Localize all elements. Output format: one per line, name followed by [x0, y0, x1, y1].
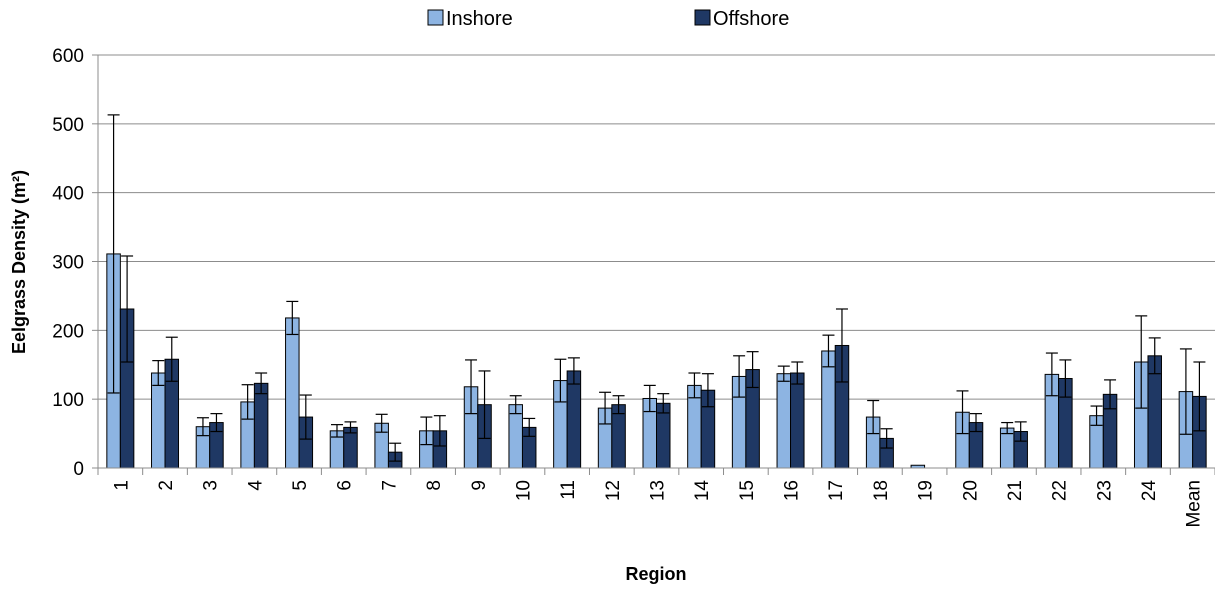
bar-offshore [790, 372, 805, 469]
axes [92, 54, 1215, 475]
bar-inshore [285, 317, 300, 469]
bar-group-6 [329, 421, 358, 469]
bar-group-13 [642, 384, 671, 469]
y-tick-label-0: 0 [73, 459, 84, 480]
x-tick-label-7: 7 [379, 480, 400, 491]
legend-label-inshore: Inshore [446, 8, 513, 30]
y-tick-label-300: 300 [52, 253, 84, 274]
x-tick-label-12: 12 [603, 480, 624, 501]
x-tick-label-15: 15 [737, 480, 758, 501]
bar-group-17 [821, 308, 850, 469]
bar-group-9 [463, 359, 492, 469]
bar-inshore [821, 350, 836, 469]
bar-group-16 [776, 361, 805, 469]
y-tick-label-500: 500 [52, 115, 84, 136]
bar-group-14 [687, 372, 716, 469]
bar-inshore [776, 373, 792, 469]
legend-label-offshore: Offshore [713, 8, 789, 30]
x-tick-label-4: 4 [245, 480, 266, 491]
bar-group-11 [553, 357, 582, 469]
bar-group-Mean [1178, 348, 1207, 469]
y-tick-labels: 0 100 200 300 400 500 600 [52, 46, 84, 480]
x-tick-labels: 1 2 3 4 5 6 7 8 9 10 11 12 13 14 15 16 17 18 19 20 21 22 23 24 M… [111, 480, 1204, 528]
bar-group-22 [1044, 352, 1073, 469]
bar-group-15 [731, 351, 760, 469]
y-axis-title: Eelgrass Density (m²) [9, 170, 29, 354]
bar-group-3 [195, 413, 224, 469]
bar-groups [106, 114, 1207, 469]
x-tick-label-24: 24 [1139, 480, 1160, 502]
x-tick-label-5: 5 [290, 480, 311, 491]
y-tick-label-400: 400 [52, 184, 84, 205]
bar-group-12 [597, 391, 626, 469]
x-axis-title: Region [626, 564, 687, 584]
x-tick-label-8: 8 [424, 480, 445, 491]
x-tick-label-9: 9 [469, 480, 490, 491]
bar-group-7 [374, 413, 403, 469]
bar-group-1 [106, 114, 135, 469]
x-tick-label-22: 22 [1050, 480, 1071, 501]
bar-group-5 [285, 300, 314, 469]
gridlines [98, 54, 1215, 400]
x-tick-label-11: 11 [558, 480, 579, 500]
legend-swatch-offshore [694, 9, 711, 26]
x-tick-label-2: 2 [156, 480, 177, 491]
x-tick-label-21: 21 [1005, 480, 1026, 501]
x-tick-label-18: 18 [871, 480, 892, 501]
bar-offshore [566, 370, 582, 469]
x-tick-label-23: 23 [1094, 480, 1115, 501]
x-tick-label-Mean: Mean [1184, 480, 1205, 528]
x-tick-label-20: 20 [960, 480, 981, 501]
y-tick-label-200: 200 [52, 321, 84, 342]
y-tick-label-600: 600 [52, 46, 84, 67]
x-tick-label-6: 6 [335, 480, 356, 491]
bar-group-10 [508, 395, 537, 469]
x-tick-label-19: 19 [916, 480, 937, 501]
legend-swatch-inshore [427, 9, 444, 26]
x-tick-label-14: 14 [692, 480, 713, 502]
x-tick-label-3: 3 [201, 480, 222, 491]
bar-group-2 [151, 336, 180, 469]
x-tick-label-17: 17 [826, 480, 847, 501]
x-tick-label-10: 10 [513, 480, 534, 501]
x-tick-label-16: 16 [782, 480, 803, 501]
bar-group-20 [955, 390, 984, 469]
x-tick-label-1: 1 [111, 480, 132, 491]
bar-offshore [253, 382, 269, 469]
bar-group-24 [1133, 315, 1162, 469]
x-tick-label-13: 13 [648, 480, 669, 501]
bar-group-4 [240, 372, 269, 469]
bar-group-8 [419, 415, 448, 469]
bar-inshore [151, 372, 166, 469]
bar-group-18 [865, 399, 894, 469]
bar-group-23 [1089, 379, 1118, 469]
legend: Inshore Offshore [427, 8, 789, 30]
y-tick-label-100: 100 [52, 390, 84, 411]
bar-group-21 [999, 421, 1028, 469]
